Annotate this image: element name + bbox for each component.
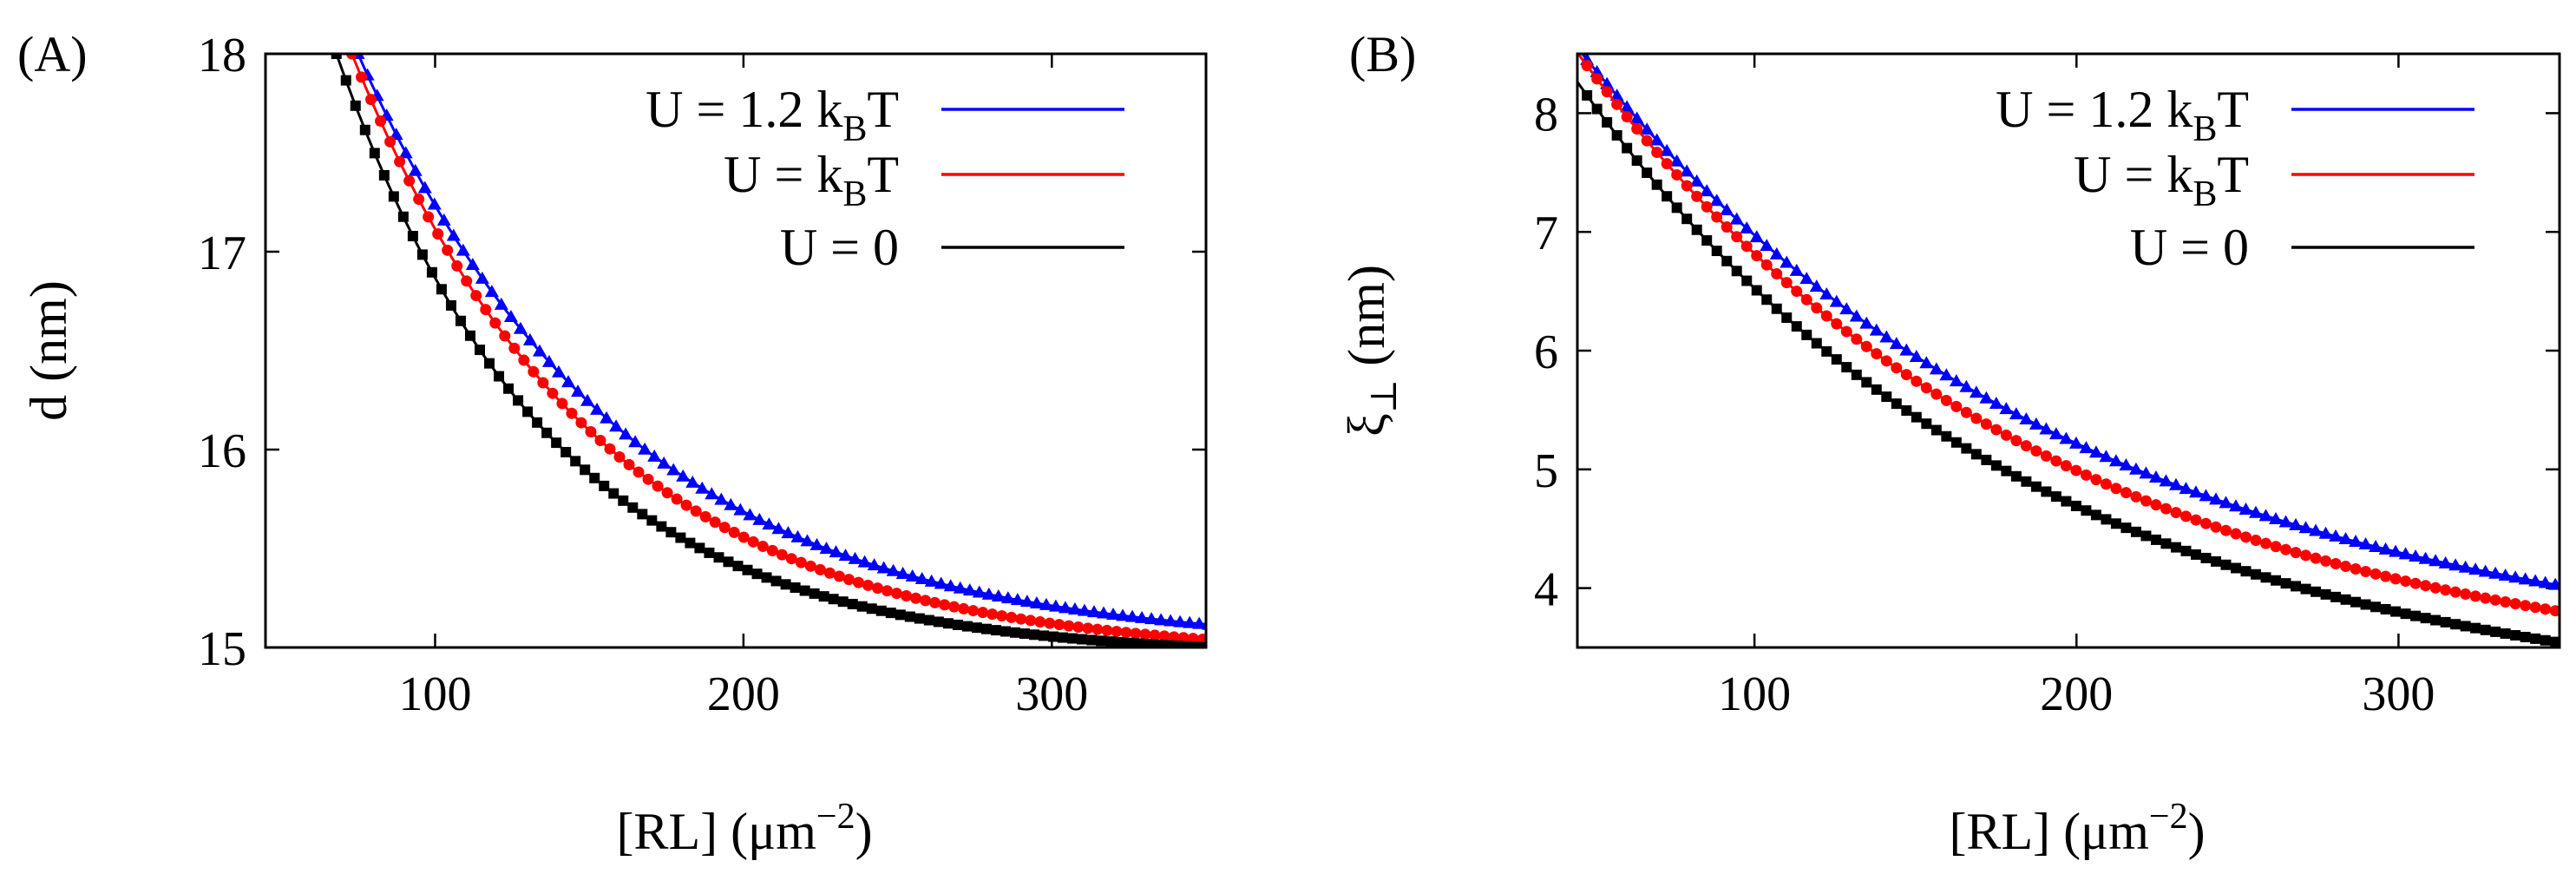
x-axis-label: [RL] (μm−2) bbox=[616, 797, 872, 860]
legend-text: U = 0 bbox=[2130, 219, 2249, 276]
series-markers-2 bbox=[331, 54, 1206, 647]
legend-label: U = 1.2 kBT bbox=[1996, 81, 2249, 149]
fit-line-0 bbox=[356, 54, 1206, 626]
legend-label: U = 0 bbox=[780, 219, 899, 276]
y-tick-label: 16 bbox=[198, 424, 246, 478]
x-axis-label-text: [RL] (μm bbox=[1949, 803, 2148, 860]
x-tick-label: 200 bbox=[2040, 667, 2113, 721]
y-tick-label: 17 bbox=[198, 227, 246, 280]
y-axis-label: ξ⊥ (nm) bbox=[1338, 265, 1405, 437]
data-point bbox=[1191, 641, 1203, 647]
plot-area bbox=[1577, 54, 2571, 648]
legend-text: U = 0 bbox=[780, 219, 899, 276]
y-tick-label: 4 bbox=[1534, 563, 1558, 617]
legend-text: T bbox=[867, 146, 899, 203]
y-axis-label-text: (nm) bbox=[1338, 265, 1395, 379]
legend-subscript: B bbox=[2193, 109, 2217, 149]
y-tick-label: 7 bbox=[1534, 207, 1558, 260]
legend-label: U = 1.2 kBT bbox=[646, 81, 899, 149]
y-axis-label-subscript: ⊥ bbox=[1365, 379, 1405, 414]
x-axis-label-text: ) bbox=[855, 803, 873, 860]
legend-text: T bbox=[867, 81, 899, 138]
y-axis-label-text: d (nm) bbox=[20, 280, 77, 421]
data-point bbox=[2560, 607, 2571, 618]
data-point bbox=[1201, 641, 1206, 647]
y-tick-label: 5 bbox=[1534, 444, 1558, 498]
data-point bbox=[1172, 641, 1183, 647]
legend-text: U = k bbox=[2074, 146, 2193, 203]
y-axis-label: d (nm) bbox=[20, 280, 77, 421]
plot-area bbox=[331, 54, 1206, 647]
x-axis-label-text: ) bbox=[2188, 803, 2206, 860]
legend-text: T bbox=[2217, 146, 2249, 203]
x-tick-label: 200 bbox=[707, 667, 780, 721]
fit-line-2 bbox=[335, 54, 1206, 647]
series-markers-1 bbox=[1581, 60, 2571, 618]
legend-text: U = k bbox=[724, 146, 842, 203]
fit-line-1 bbox=[1577, 54, 2560, 614]
legend-label: U = kBT bbox=[2074, 146, 2249, 214]
fit-line-1 bbox=[350, 54, 1206, 641]
legend-subscript: B bbox=[842, 174, 867, 214]
x-axis-label-exponent: −2 bbox=[2149, 797, 2188, 837]
data-point bbox=[1182, 641, 1193, 647]
legend-text: T bbox=[2217, 81, 2249, 138]
plot-frame bbox=[1576, 52, 2561, 649]
legend-text: U = 1.2 k bbox=[1996, 81, 2193, 138]
panel-label: (A) bbox=[17, 26, 88, 82]
legend-subscript: B bbox=[2193, 174, 2217, 214]
y-tick-label: 15 bbox=[198, 622, 246, 676]
fit-line-0 bbox=[1580, 54, 2560, 587]
y-tick-label: 8 bbox=[1534, 88, 1558, 141]
x-axis-label-exponent: −2 bbox=[816, 797, 855, 837]
data-point bbox=[2560, 638, 2571, 648]
legend-label: U = 0 bbox=[2130, 219, 2249, 276]
plot-frame bbox=[264, 52, 1208, 649]
y-tick-label: 18 bbox=[198, 29, 246, 82]
fit-line-2 bbox=[1577, 79, 2560, 644]
x-tick-label: 100 bbox=[398, 667, 471, 721]
panel-label: (B) bbox=[1349, 26, 1416, 82]
x-tick-label: 300 bbox=[1015, 667, 1088, 721]
data-point bbox=[1163, 640, 1174, 647]
legend-label: U = kBT bbox=[724, 146, 899, 214]
y-tick-label: 6 bbox=[1534, 325, 1558, 379]
x-tick-label: 300 bbox=[2362, 667, 2435, 721]
x-axis-label: [RL] (μm−2) bbox=[1949, 797, 2205, 860]
x-axis-label-text: [RL] (μm bbox=[616, 803, 816, 860]
legend-text: U = 1.2 k bbox=[646, 81, 842, 138]
y-axis-label-text: ξ bbox=[1338, 413, 1395, 437]
x-tick-label: 100 bbox=[1718, 667, 1791, 721]
legend-subscript: B bbox=[842, 109, 867, 149]
